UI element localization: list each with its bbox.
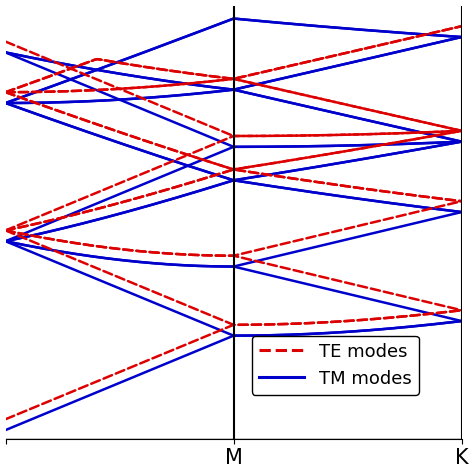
Legend: TE modes, TM modes: TE modes, TM modes xyxy=(252,336,419,395)
